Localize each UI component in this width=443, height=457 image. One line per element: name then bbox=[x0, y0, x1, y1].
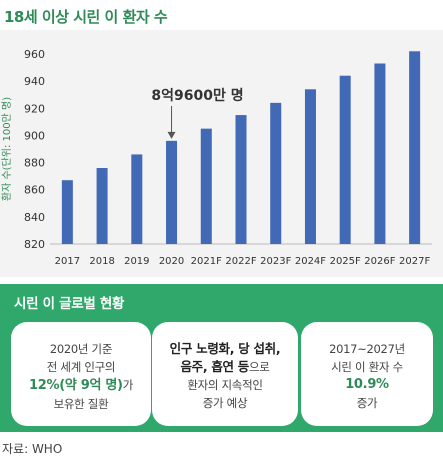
x-tick-label: 2027F bbox=[399, 256, 430, 267]
bar bbox=[339, 75, 351, 244]
bar bbox=[166, 140, 178, 244]
chart-area: 환자 수(단위: 100만 명) 820 840 860 880 900 920 940 960… bbox=[0, 30, 443, 277]
card1-line4: 보유한 질환 bbox=[53, 397, 109, 411]
y-tick-label: 880 bbox=[24, 157, 45, 170]
card-growth: 2017~2027년 시린 이 환자 수 10.9% 증가 bbox=[301, 322, 433, 426]
x-tick-label: 2021F bbox=[191, 256, 222, 267]
card2-line2-strong: 음주, 흡연 등 bbox=[180, 359, 249, 374]
bar bbox=[235, 115, 247, 244]
annotation-arrow-head bbox=[167, 131, 176, 139]
y-tick-label: 820 bbox=[24, 238, 45, 251]
card2-line3: 환자의 지속적인 bbox=[187, 378, 263, 392]
y-axis-label: 환자 수(단위: 100만 명) bbox=[0, 97, 13, 201]
y-tick-label: 920 bbox=[24, 102, 45, 115]
card1-line1: 2020년 기준 bbox=[49, 342, 113, 356]
panel-title: 시린 이 글로벌 현황 bbox=[14, 296, 125, 312]
x-tick-label: 2024F bbox=[295, 256, 326, 267]
bar bbox=[200, 128, 212, 244]
card3-line2: 시린 이 환자 수 bbox=[331, 360, 403, 374]
x-tick-label: 2020 bbox=[159, 256, 184, 267]
bar bbox=[409, 51, 421, 245]
x-tick-label: 2025F bbox=[330, 256, 361, 267]
y-tick-label: 860 bbox=[24, 184, 45, 197]
bar bbox=[131, 154, 143, 244]
card3-line4: 증가 bbox=[356, 396, 378, 410]
card2-line2: 음주, 흡연 등으로 bbox=[152, 358, 298, 376]
x-tick-label: 2019 bbox=[124, 256, 149, 267]
x-tick-label: 2026F bbox=[364, 256, 395, 267]
card-causes: 인구 노령화, 당 섭취, 음주, 흡연 등으로 환자의 지속적인 증가 예상 bbox=[152, 322, 298, 426]
chart-title: 18세 이상 시린 이 환자 수 bbox=[4, 8, 168, 26]
global-status-panel: 시린 이 글로벌 현황 2020년 기준 전 세계 인구의 12%(약 9억 명… bbox=[0, 284, 443, 432]
bar bbox=[270, 102, 282, 244]
y-tick-label: 960 bbox=[24, 48, 45, 61]
bar bbox=[96, 168, 108, 244]
card1-highlight: 12%(약 9억 명) bbox=[29, 378, 123, 393]
bar bbox=[61, 180, 73, 244]
card3-highlight: 10.9% bbox=[345, 377, 389, 392]
x-tick-label: 2022F bbox=[225, 256, 256, 267]
annotation-label: 8억9600만 명 bbox=[151, 87, 243, 104]
card1-suffix: 가 bbox=[122, 378, 134, 392]
source-note: 자료: WHO bbox=[2, 442, 63, 456]
bar bbox=[374, 63, 386, 244]
x-tick-label: 2018 bbox=[89, 256, 114, 267]
card2-line2-suffix: 으로 bbox=[249, 360, 270, 374]
card1-line3: 12%(약 9억 명)가 bbox=[11, 376, 151, 395]
y-tick-label: 840 bbox=[24, 211, 45, 224]
card-prevalence: 2020년 기준 전 세계 인구의 12%(약 9억 명)가 보유한 질환 bbox=[11, 322, 151, 426]
x-tick-label: 2023F bbox=[260, 256, 291, 267]
bar-chart: 환자 수(단위: 100만 명) 820 840 860 880 900 920 940 960… bbox=[0, 48, 432, 267]
card1-line2: 전 세계 인구의 bbox=[46, 360, 116, 374]
card2-line4: 증가 예상 bbox=[202, 396, 248, 410]
card3-line1: 2017~2027년 bbox=[329, 342, 405, 356]
card2-line1: 인구 노령화, 당 섭취, bbox=[169, 341, 281, 356]
y-tick-label: 940 bbox=[24, 75, 45, 88]
y-tick-label: 900 bbox=[24, 129, 45, 142]
x-tick-label: 2017 bbox=[55, 256, 80, 267]
bar bbox=[304, 89, 316, 245]
